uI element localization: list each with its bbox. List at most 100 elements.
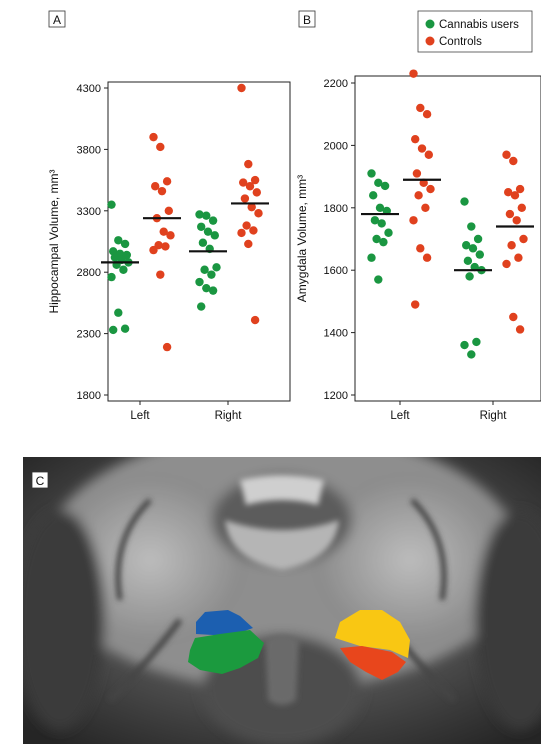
- y-tick-label: 2000: [324, 140, 348, 152]
- data-point-cannabis: [475, 250, 484, 259]
- data-point-cannabis: [374, 275, 383, 284]
- data-point-cannabis: [372, 234, 381, 244]
- data-point-controls: [237, 83, 246, 93]
- panel-label-b-box: [298, 10, 316, 28]
- data-point-controls: [237, 228, 246, 238]
- data-point-cannabis: [369, 191, 378, 200]
- x-tick-label: Left: [130, 410, 150, 422]
- data-point-controls: [515, 184, 525, 194]
- right-amygdala-region: [335, 610, 410, 658]
- data-point-cannabis: [197, 302, 206, 311]
- data-point-controls: [426, 184, 435, 194]
- data-point-controls: [409, 216, 418, 225]
- data-point-controls: [409, 69, 418, 78]
- data-point-controls: [149, 245, 158, 255]
- data-point-cannabis: [107, 200, 116, 209]
- data-point-cannabis: [107, 272, 116, 282]
- legend-marker-controls: [425, 36, 435, 46]
- data-point-controls: [512, 216, 521, 225]
- data-point-controls: [247, 202, 256, 212]
- data-point-cannabis: [210, 231, 219, 240]
- plot-frame: [354, 75, 541, 402]
- data-point-cannabis: [468, 244, 478, 253]
- x-tick-label: Right: [480, 410, 508, 422]
- y-tick-label: 1200: [324, 390, 348, 402]
- y-axis-label: Amygdala Volume, mm³: [295, 175, 309, 302]
- data-point-cannabis: [197, 222, 206, 231]
- panel-c-mri: [23, 457, 541, 744]
- data-point-controls: [156, 270, 165, 279]
- data-point-controls: [416, 103, 425, 113]
- data-point-cannabis: [370, 216, 380, 225]
- left-amygdala-region: [196, 610, 253, 636]
- data-point-cannabis: [200, 265, 209, 274]
- data-point-cannabis: [472, 337, 481, 347]
- data-point-controls: [514, 253, 523, 262]
- panel-label-a: A: [53, 13, 61, 27]
- data-point-cannabis: [195, 277, 204, 287]
- data-point-cannabis: [207, 270, 216, 279]
- panel-label-b: B: [303, 13, 311, 27]
- data-point-controls: [254, 209, 263, 218]
- data-point-controls: [515, 325, 525, 334]
- y-tick-label: 3300: [77, 206, 101, 218]
- data-point-controls: [244, 159, 253, 169]
- data-point-cannabis: [375, 203, 385, 212]
- legend-marker-cannabis: [425, 19, 435, 29]
- data-point-cannabis: [120, 324, 130, 333]
- panel-a: A 1800 2300 2800 3300 3800 4300 Hippocampal Vo…: [47, 10, 291, 422]
- data-point-cannabis: [460, 340, 469, 350]
- right-hippocampus-region: [340, 646, 406, 680]
- data-point-controls: [242, 221, 251, 230]
- data-point-cannabis: [467, 350, 476, 359]
- data-point-cannabis: [460, 197, 469, 206]
- data-point-cannabis: [374, 178, 383, 188]
- data-point-controls: [239, 178, 248, 187]
- data-point-controls: [164, 206, 173, 215]
- data-point-cannabis: [198, 238, 208, 247]
- y-tick-label: 1600: [324, 265, 348, 277]
- amygdala-plot: 1200 1400 1600 1800 2000 2200 Amygdala Volume,…: [295, 69, 541, 422]
- data-point-controls: [252, 188, 261, 197]
- data-point-cannabis: [114, 308, 123, 317]
- data-point-controls: [505, 209, 515, 219]
- y-tick-label: 2200: [324, 78, 348, 90]
- data-point-controls: [245, 182, 255, 191]
- data-point-controls: [250, 315, 260, 325]
- data-point-controls: [509, 312, 518, 322]
- data-point-controls: [411, 300, 420, 309]
- y-tick-label: 1800: [77, 390, 101, 402]
- data-point-cannabis: [377, 219, 386, 228]
- legend: Cannabis users Controls: [417, 10, 533, 53]
- data-point-controls: [249, 226, 258, 235]
- data-point-cannabis: [380, 181, 390, 191]
- legend-label-controls: Controls: [439, 36, 482, 48]
- data-point-controls: [502, 259, 511, 269]
- data-point-cannabis: [208, 216, 218, 225]
- data-point-cannabis: [367, 253, 376, 262]
- data-point-controls: [244, 239, 253, 249]
- y-tick-label: 4300: [77, 83, 101, 95]
- data-point-cannabis: [119, 265, 128, 274]
- data-point-controls: [411, 134, 420, 144]
- x-tick-label: Left: [390, 410, 410, 422]
- data-point-controls: [422, 253, 432, 262]
- y-tick-label: 3800: [77, 144, 101, 156]
- hippocampal-plot: 1800 2300 2800 3300 3800 4300 Hippocampal Volu…: [47, 81, 291, 422]
- data-point-cannabis: [195, 210, 204, 219]
- data-point-controls: [417, 144, 427, 153]
- x-tick-label: Right: [215, 410, 243, 422]
- data-point-cannabis: [203, 227, 213, 236]
- left-hippocampus-region: [188, 630, 264, 674]
- data-point-cannabis: [212, 263, 221, 272]
- panel-b: B 1200 1400 1600 1800 2000 2200 Amygdala Volum…: [295, 10, 541, 422]
- data-point-controls: [416, 244, 425, 253]
- legend-label-cannabis: Cannabis users: [439, 19, 519, 31]
- data-point-controls: [507, 241, 516, 250]
- data-point-controls: [517, 203, 526, 212]
- data-point-controls: [161, 242, 170, 251]
- y-tick-label: 2800: [77, 267, 101, 279]
- data-point-controls: [422, 110, 432, 119]
- y-axis-label: Hippocampal Volume, mm³: [47, 169, 61, 313]
- data-point-controls: [412, 169, 422, 178]
